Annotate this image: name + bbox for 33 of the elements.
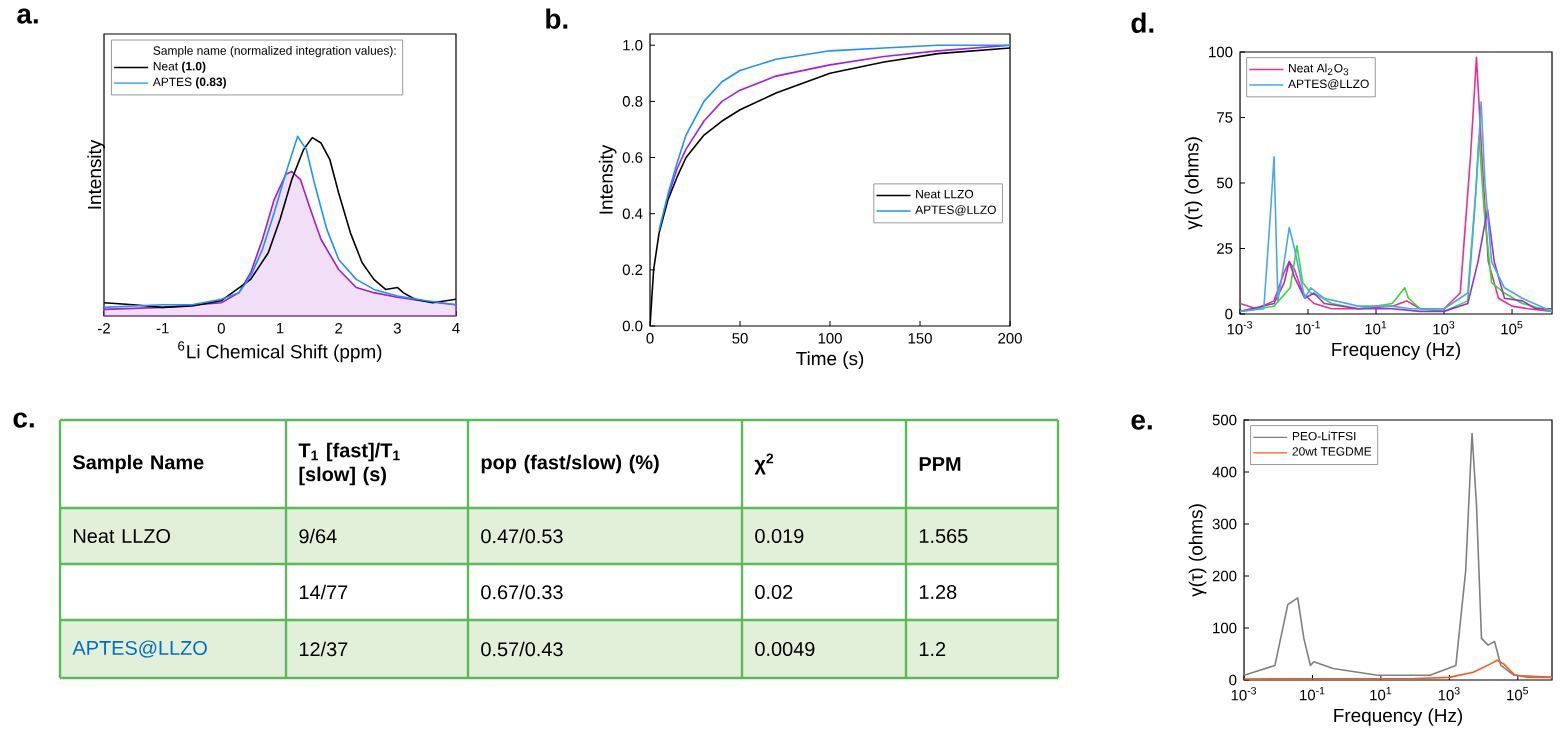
text: 0.019 [755, 528, 804, 544]
y-axis-title: γ(τ) (ohms) [1188, 504, 1207, 597]
text: 0.02 [755, 584, 793, 600]
x-axis-title: Frequency (Hz) [1332, 342, 1461, 360]
chart-title: a. [17, 8, 38, 24]
x-axis-title: $^{6}$Li Chemical Shift (ppm) [178, 341, 382, 363]
text: 0.0049 [755, 641, 815, 657]
chart-title: b. [546, 8, 568, 29]
text: c. [13, 412, 34, 428]
text: 1.2 [919, 642, 946, 656]
text: 0.67/0.33 [481, 584, 563, 600]
chart-title: e. [1131, 414, 1152, 430]
text: 12/37 [299, 641, 348, 657]
category-label: PPM [919, 457, 961, 471]
text: 0.47/0.53 [481, 528, 563, 544]
text: 14/77 [299, 584, 348, 600]
text: 0.57/0.43 [481, 641, 563, 657]
line-series [658, 44, 1011, 232]
y-axis-title: γ(τ) (ohms) [1184, 137, 1203, 230]
category-label: Sample Name [72, 454, 204, 474]
category-label: APTES@LLZO [72, 640, 207, 658]
category-label: pop (fast/slow) (%) [481, 454, 659, 474]
category-label: T$_{1}$ [fast]/T$_{1}$ [slow] (s) [298, 442, 400, 486]
chart-title: d. [1131, 12, 1154, 33]
category-label: Neat LLZO [74, 528, 171, 544]
y-axis-title: Intensity [598, 144, 617, 214]
x-axis-title: Frequency (Hz) [1334, 708, 1463, 726]
text: 1.28 [919, 584, 957, 600]
y-axis-title: Intensity [87, 139, 105, 209]
category-label: χ$^{2}$ [754, 453, 774, 475]
x-axis-title: Time (s) [796, 351, 864, 369]
text: 9/64 [299, 528, 337, 544]
text: 1.565 [919, 528, 968, 544]
